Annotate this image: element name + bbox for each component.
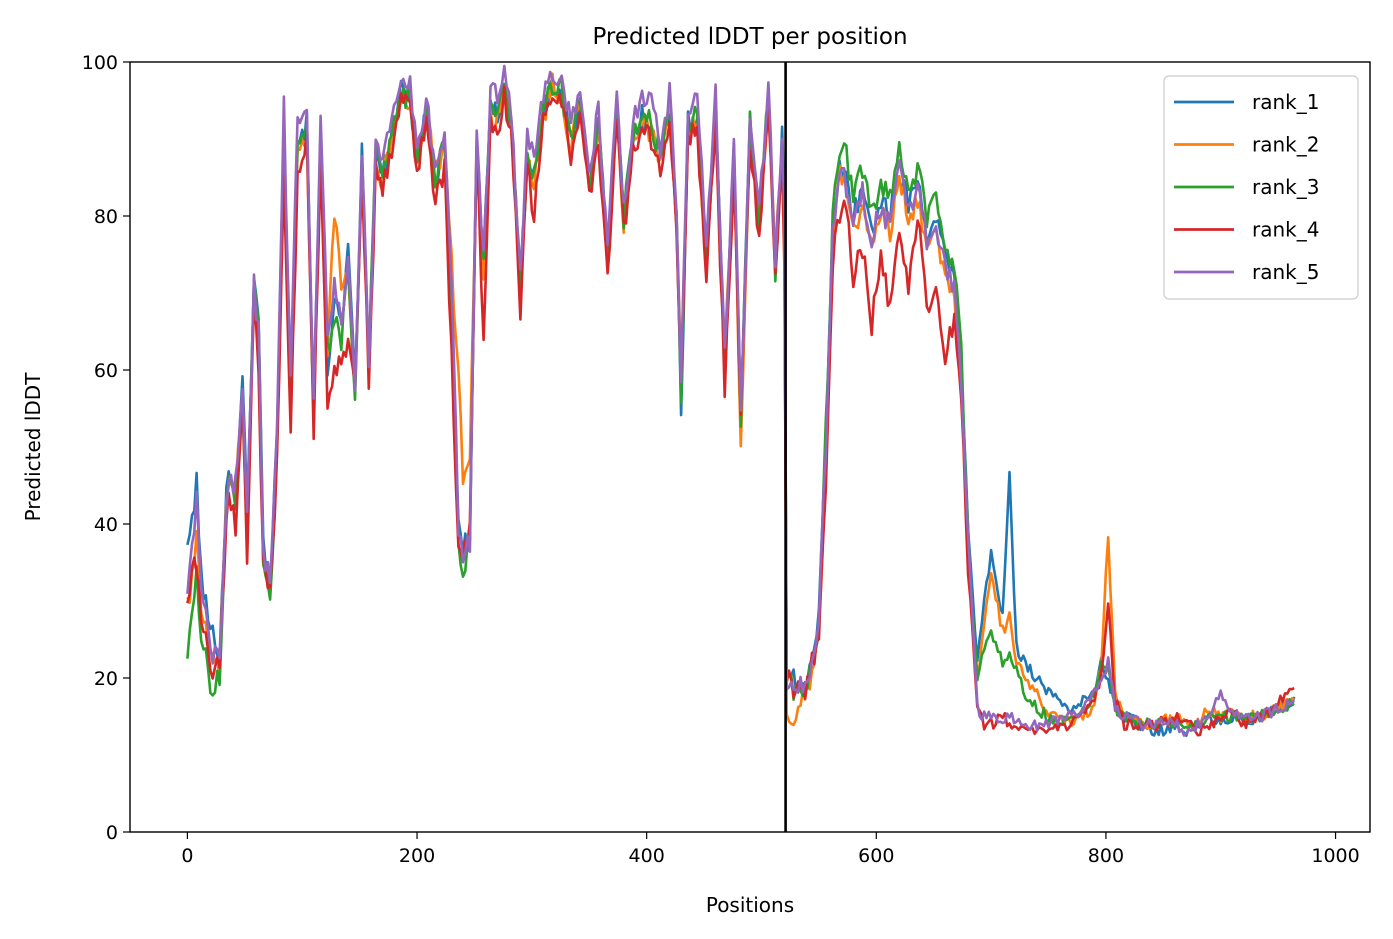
series-line-rank_5 <box>186 64 1295 737</box>
y-axis: 0 20 40 60 80 100 <box>82 52 130 844</box>
y-tick-label: 80 <box>94 206 118 228</box>
plot-area <box>129 61 1371 833</box>
legend-label-rank_4: rank_4 <box>1252 218 1319 242</box>
x-tick-label: 400 <box>629 845 665 867</box>
y-tick-label: 60 <box>94 360 118 382</box>
x-axis: 0 200 400 600 800 1000 <box>181 832 1360 867</box>
y-tick-label: 40 <box>94 514 118 536</box>
y-tick-label: 20 <box>94 668 118 690</box>
x-tick-label: 1000 <box>1311 845 1359 867</box>
y-axis-title: Predicted lDDT <box>21 372 45 522</box>
legend-label-rank_2: rank_2 <box>1252 133 1319 157</box>
x-axis-title: Positions <box>706 893 794 917</box>
legend-label-rank_3: rank_3 <box>1252 175 1319 199</box>
legend-frame <box>1163 75 1359 300</box>
y-tick-label: 0 <box>106 822 118 844</box>
x-tick-label: 200 <box>399 845 435 867</box>
x-tick-label: 600 <box>858 845 894 867</box>
legend-label-rank_1: rank_1 <box>1252 90 1319 114</box>
y-tick-label: 100 <box>82 52 118 74</box>
series-layer <box>186 64 1296 737</box>
plot-frame <box>129 61 1371 833</box>
chart-title: Predicted lDDT per position <box>592 24 907 50</box>
x-tick-label: 0 <box>181 845 193 867</box>
legend: rank_1 rank_2 rank_3 rank_4 rank_5 <box>1163 75 1359 300</box>
x-tick-label: 800 <box>1088 845 1124 867</box>
legend-label-rank_5: rank_5 <box>1252 260 1319 284</box>
